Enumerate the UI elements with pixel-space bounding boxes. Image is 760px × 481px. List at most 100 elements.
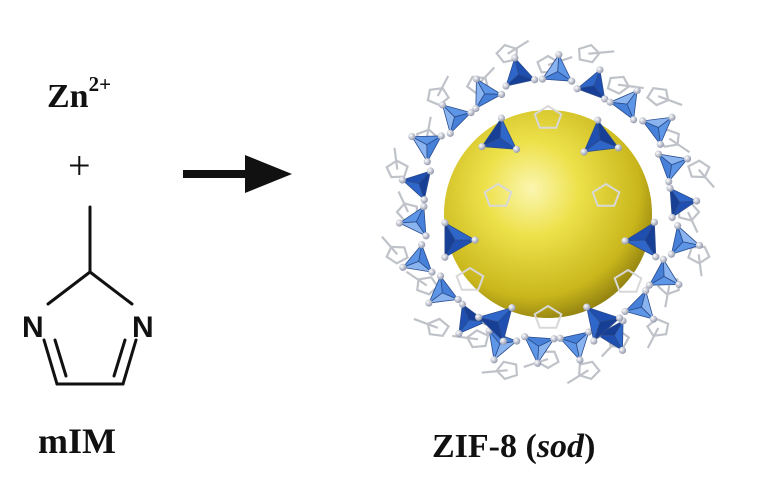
tetrahedron-face bbox=[523, 336, 556, 347]
node-atom bbox=[596, 66, 604, 74]
node-atom bbox=[395, 219, 403, 227]
linker-bond bbox=[397, 191, 409, 213]
node-atom bbox=[513, 337, 521, 345]
tetrahedron-face bbox=[504, 74, 537, 87]
node-atom bbox=[649, 315, 658, 323]
zinc-symbol: Zn bbox=[47, 78, 89, 115]
zinc-ion-label: Zn2+ bbox=[47, 72, 111, 116]
node-atom bbox=[455, 329, 463, 338]
tetrahedron-face bbox=[415, 205, 427, 238]
node-atom bbox=[426, 167, 435, 175]
tetrahedron-face bbox=[426, 134, 443, 164]
linker-bond bbox=[413, 317, 439, 329]
node-atom bbox=[650, 218, 658, 226]
node-atom bbox=[474, 313, 483, 321]
node-atom bbox=[428, 268, 436, 276]
node-atom bbox=[521, 333, 529, 341]
imidazolate-ring bbox=[645, 86, 670, 107]
nitrogen-right-label: N bbox=[132, 311, 154, 344]
linker-bond bbox=[452, 334, 479, 341]
topology-label: sod bbox=[536, 428, 585, 465]
node-atom bbox=[583, 303, 591, 311]
node-atom bbox=[420, 202, 428, 211]
node-atom bbox=[576, 356, 584, 364]
node-atom bbox=[556, 334, 564, 342]
node-atom bbox=[585, 328, 593, 336]
n1-c5-double-bond bbox=[53, 338, 68, 378]
tetrahedron-face bbox=[540, 71, 574, 82]
node-atom bbox=[441, 219, 449, 227]
node-atom bbox=[668, 113, 676, 121]
linker-bond bbox=[697, 168, 715, 189]
node-atom bbox=[398, 176, 406, 184]
plus-sign: + bbox=[68, 143, 91, 188]
n3-c4-double-bond bbox=[112, 338, 127, 378]
imidazolate-ring bbox=[613, 268, 643, 293]
node-atom bbox=[652, 253, 660, 261]
node-atom bbox=[511, 54, 519, 62]
linker-bond bbox=[507, 39, 530, 55]
node-atom bbox=[594, 116, 602, 124]
node-atom bbox=[683, 155, 692, 163]
linker-bond bbox=[588, 50, 615, 55]
node-atom bbox=[555, 51, 563, 59]
ligand-name-label: mIM bbox=[38, 421, 116, 461]
node-atom bbox=[512, 145, 521, 153]
node-atom bbox=[606, 98, 614, 106]
node-atom bbox=[675, 280, 683, 289]
imidazolate-ring bbox=[416, 276, 440, 296]
node-atom bbox=[422, 232, 430, 240]
imidazolate-ring bbox=[426, 317, 451, 338]
node-atom bbox=[618, 346, 627, 354]
node-atom bbox=[472, 104, 480, 113]
n1-c5-bond bbox=[42, 338, 59, 386]
linker-bond bbox=[566, 369, 589, 385]
node-atom bbox=[478, 142, 486, 151]
node-atom bbox=[654, 150, 663, 158]
node-atom bbox=[458, 300, 467, 308]
node-atom bbox=[673, 221, 682, 230]
imidazolate-ring bbox=[533, 304, 563, 329]
node-atom bbox=[467, 108, 475, 117]
linker-bond bbox=[393, 147, 399, 170]
node-atom bbox=[399, 263, 407, 271]
node-atom bbox=[693, 197, 701, 205]
imidazolate-ring bbox=[483, 182, 513, 207]
node-atom bbox=[502, 82, 510, 90]
c2-n3-bond bbox=[88, 270, 134, 306]
linker-bond bbox=[697, 254, 703, 277]
tetrahedron-face bbox=[669, 186, 681, 219]
node-atom bbox=[666, 184, 674, 192]
tetrahedron-face bbox=[444, 221, 456, 259]
tetrahedron-face bbox=[623, 289, 647, 313]
tetrahedron-face bbox=[593, 317, 621, 343]
node-atom bbox=[418, 241, 426, 249]
node-atom bbox=[633, 86, 641, 95]
tetrahedron-face bbox=[641, 119, 661, 146]
node-atom bbox=[472, 75, 481, 83]
linker-bond bbox=[381, 235, 399, 256]
node-atom bbox=[665, 177, 673, 186]
linker-bond bbox=[646, 327, 660, 349]
node-atom bbox=[490, 356, 498, 364]
tetrahedron-face bbox=[418, 243, 433, 274]
node-atom bbox=[656, 140, 664, 148]
tetrahedron-face bbox=[480, 116, 502, 148]
node-atom bbox=[573, 85, 581, 93]
imidazolate-ring bbox=[385, 245, 409, 265]
imidazolate-ring bbox=[455, 266, 485, 291]
tetrahedron-face bbox=[558, 331, 591, 344]
node-atom bbox=[437, 132, 445, 140]
node-atom bbox=[580, 148, 588, 156]
linker-bond bbox=[687, 211, 699, 233]
imidazole-structure bbox=[42, 205, 138, 386]
linker-bond bbox=[668, 137, 691, 154]
node-atom bbox=[438, 101, 447, 109]
node-atom bbox=[642, 287, 650, 295]
tetrahedron-face bbox=[597, 118, 620, 149]
node-atom bbox=[441, 253, 449, 261]
imidazolate-ring bbox=[591, 182, 621, 207]
node-atom bbox=[616, 314, 624, 322]
node-atom bbox=[454, 295, 462, 304]
